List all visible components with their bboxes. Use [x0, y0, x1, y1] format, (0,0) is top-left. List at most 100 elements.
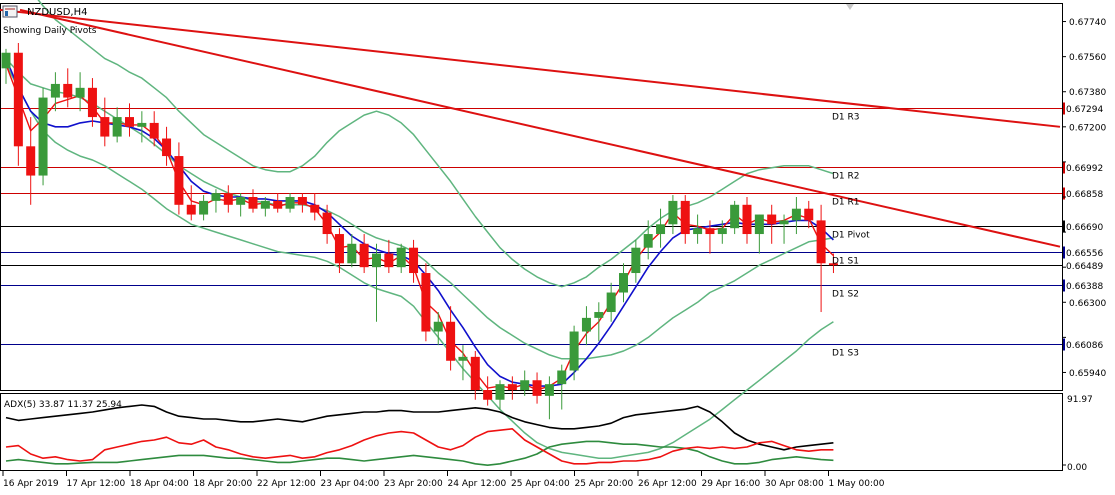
price-label-marker	[1063, 338, 1065, 351]
time-label: 25 Apr 20:00	[575, 479, 634, 489]
candle-body	[75, 87, 85, 98]
candle	[384, 239, 394, 274]
candle	[754, 214, 764, 254]
candle-body	[285, 197, 295, 209]
candle	[680, 195, 690, 244]
pivot-price-label: 0.66086	[1066, 341, 1103, 351]
price-label-bg	[1063, 102, 1115, 115]
chart-header: NZDUSD,H4 Showing Daily Pivots	[2, 5, 97, 36]
candle	[26, 117, 36, 205]
adx-main-line	[5, 404, 834, 451]
price-label-bg	[1063, 161, 1115, 174]
price-label-bg	[1063, 187, 1115, 200]
candle-body	[248, 197, 258, 209]
time-label: 25 Apr 04:00	[511, 479, 570, 489]
candle-body	[581, 317, 591, 332]
price-tick-label: 0.67740	[1069, 18, 1106, 28]
indicator-label: ADX(5) 33.87 11.37 25.94	[4, 400, 122, 410]
bollinger-middle-line	[5, 58, 834, 360]
price-label-marker	[1063, 220, 1065, 233]
candle-body	[87, 87, 97, 118]
candle-body	[236, 197, 246, 205]
pivot-name: D1 S3	[832, 349, 859, 359]
candle	[112, 107, 122, 143]
price-label-bg	[1063, 220, 1115, 233]
price-label-bg	[1063, 279, 1115, 292]
chart-shift-marker[interactable]	[846, 4, 854, 10]
adx-plus-di-line	[5, 440, 834, 467]
candle	[693, 214, 703, 244]
candle	[779, 214, 789, 244]
candle-body	[297, 197, 307, 205]
price-tick-label: 0.66300	[1069, 299, 1106, 309]
candle	[594, 302, 604, 342]
pivot-price-label: 0.66690	[1066, 223, 1103, 233]
candle	[495, 380, 505, 410]
candle	[446, 306, 456, 371]
candle	[199, 195, 209, 221]
candle-body	[742, 204, 752, 235]
candle-body	[446, 321, 456, 361]
trendline[interactable]	[0, 8, 1061, 128]
candle-body	[63, 83, 73, 98]
candle-body	[507, 384, 517, 390]
time-axis[interactable]: 16 Apr 2019 17 Apr 12:00 18 Apr 04:00 18 Ap…	[2, 471, 885, 489]
candle	[816, 204, 826, 313]
candle	[557, 364, 567, 410]
current-price-bg	[1063, 259, 1115, 272]
candle	[75, 72, 85, 112]
candle-body	[631, 247, 641, 274]
candle	[581, 306, 591, 346]
time-label: 24 Apr 12:00	[448, 479, 507, 489]
candle	[767, 204, 777, 244]
candle	[13, 42, 23, 166]
candle	[87, 78, 97, 127]
candle-body	[693, 228, 703, 235]
candle	[421, 263, 431, 342]
pivot-price-label: 0.66992	[1066, 164, 1103, 174]
current-price-label: 0.66489	[1066, 262, 1103, 272]
adx-minus-di-line	[5, 427, 834, 465]
trendlines[interactable]	[0, 8, 1061, 248]
candle	[668, 195, 678, 235]
price-axis[interactable]: 0.67294 0.66992 0.66858 0.66690 0.66556 0.663…	[1062, 18, 1115, 379]
candle-body	[433, 321, 443, 332]
indicator-axis-max: 91.97	[1067, 395, 1093, 405]
chart-window-icon	[2, 5, 18, 18]
candle-body	[779, 220, 789, 225]
candle-body	[717, 228, 727, 235]
candle-body	[421, 273, 431, 332]
candle	[544, 376, 554, 420]
candle	[50, 72, 60, 112]
candle	[310, 193, 320, 221]
candle-body	[643, 234, 653, 248]
candle-body	[26, 146, 36, 176]
candle	[186, 185, 196, 221]
candle	[125, 103, 134, 137]
candle-body	[162, 138, 172, 157]
candle	[174, 142, 184, 215]
price-tick-label: 0.65940	[1069, 369, 1106, 379]
adx-indicator	[5, 404, 1066, 467]
candle	[38, 87, 48, 186]
candle	[705, 220, 715, 254]
candle-body	[520, 380, 530, 390]
candle-body	[50, 83, 60, 98]
candle-body	[495, 384, 505, 400]
chart-subtitle: Showing Daily Pivots	[3, 26, 97, 36]
candle	[433, 312, 443, 346]
candle	[223, 185, 233, 213]
candle-body	[754, 214, 764, 235]
candle	[248, 189, 258, 213]
candle	[619, 263, 628, 303]
candle-body	[174, 156, 184, 205]
candle	[730, 200, 740, 235]
candle	[285, 193, 295, 213]
candle	[63, 68, 73, 108]
candle	[470, 351, 480, 400]
trendline[interactable]	[19, 8, 1061, 248]
candle-body	[112, 117, 122, 137]
candle-body	[619, 273, 628, 293]
